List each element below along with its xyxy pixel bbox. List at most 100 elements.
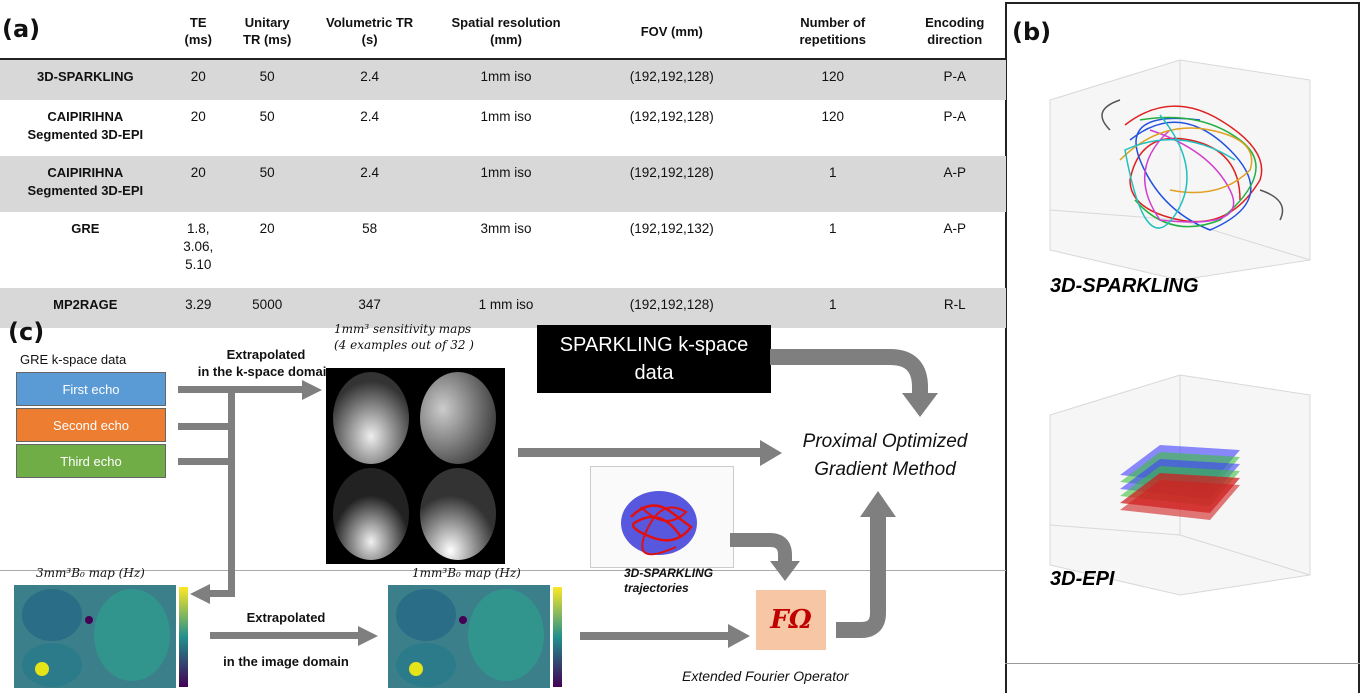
table-cell: 2.4 bbox=[308, 156, 431, 212]
table-cell: (192,192,132) bbox=[629, 221, 714, 236]
sparkling-kspace-box: SPARKLING k-space data bbox=[537, 325, 771, 393]
frame-underline bbox=[1005, 663, 1360, 664]
b0-3mm-graphic bbox=[14, 585, 188, 688]
sens-arrow bbox=[518, 448, 762, 457]
table-cell: (192,192,128) bbox=[629, 109, 714, 124]
table-cell: 5000 bbox=[225, 288, 309, 328]
table-header: FOV (mm) bbox=[640, 23, 703, 39]
table-row: CAIPIRIHNA Segmented 3D-EPI 20 50 2.4 1mm is… bbox=[0, 100, 1006, 156]
image-arrow bbox=[210, 632, 360, 639]
epi-plot-label: 3D-EPI bbox=[1050, 568, 1115, 590]
table-cell: 1mm iso bbox=[430, 58, 582, 100]
arrow-head-icon bbox=[760, 440, 782, 466]
table-header: Spatial resolution (mm) bbox=[451, 15, 561, 47]
sens-title-1: 1mm³ sensitivity maps bbox=[334, 322, 472, 336]
table-cell: 50 bbox=[259, 109, 275, 124]
b0-3mm-label: 3mm³B₀ map (Hz) bbox=[36, 566, 145, 580]
frame-mid-line bbox=[0, 570, 1006, 571]
table-cell: 20 bbox=[170, 156, 226, 212]
frame-border-right bbox=[1358, 2, 1360, 693]
first-echo-box: First echo bbox=[16, 372, 166, 406]
table-cell: (192,192,128) bbox=[581, 58, 763, 100]
table-row: MP2RAGE 3.29 5000 347 1 mm iso (192,192,128) 1… bbox=[0, 288, 1006, 328]
trajectories-graphic bbox=[621, 491, 697, 556]
table-row: GRE 1.8, 3.06, 5.10 20 58 3mm iso (192,192,13… bbox=[0, 212, 1006, 288]
sequence-name-cell: CAIPIRIHNA Segmented 3D-EPI bbox=[27, 109, 144, 142]
panel-label-a: (a) bbox=[2, 15, 41, 43]
table-cell: 2.4 bbox=[308, 58, 431, 100]
b0-1mm-map bbox=[388, 585, 566, 688]
table-cell: (192,192,128) bbox=[581, 156, 763, 212]
table-header: Volumetric TR (s) bbox=[326, 15, 414, 47]
arrow-head-icon bbox=[728, 624, 750, 648]
fourier-symbol: FΩ bbox=[770, 605, 812, 635]
echo-connector bbox=[178, 458, 234, 465]
sparkling-kspace-label: SPARKLING k-space data bbox=[559, 334, 749, 384]
first-echo-label: First echo bbox=[62, 381, 120, 397]
gre-title: GRE k-space data bbox=[20, 352, 127, 367]
sensitivity-maps-image bbox=[326, 368, 505, 564]
sequence-name-cell: 3D-SPARKLING bbox=[0, 58, 171, 100]
echo-arrow bbox=[178, 386, 303, 393]
table-cell: 347 bbox=[308, 288, 431, 328]
sequence-name-cell: MP2RAGE bbox=[0, 288, 171, 328]
sparkling-plot-label: 3D-SPARKLING bbox=[1050, 275, 1199, 297]
epi-slab-stack bbox=[1120, 445, 1240, 520]
table-cell: P-A bbox=[903, 58, 1006, 100]
table-cell: 120 bbox=[762, 58, 904, 100]
table-header-row: (a) TE (ms) Unitary TR (ms) Volumetric T… bbox=[0, 4, 1006, 59]
table-row: 3D-SPARKLING 20 50 2.4 1mm iso (192,192,128) 1… bbox=[0, 58, 1006, 100]
table-cell: 50 bbox=[225, 156, 309, 212]
panel-label-b: (b) bbox=[1012, 18, 1052, 46]
b0-1mm-graphic bbox=[388, 585, 562, 688]
table-header: Encoding direction bbox=[925, 15, 985, 47]
sparkling-arrow bbox=[770, 349, 938, 417]
table-cell: 120 bbox=[821, 109, 844, 124]
table-header: TE (ms) bbox=[184, 15, 212, 47]
extrap-image-label-1: Extrapolated bbox=[246, 610, 326, 625]
table-cell: A-P bbox=[903, 156, 1006, 212]
sequence-name-cell: GRE bbox=[71, 221, 100, 236]
traj-label: 3D-SPARKLING trajectories bbox=[624, 566, 714, 595]
sensitivity-maps-graphic bbox=[333, 372, 496, 560]
table-cell: 20 bbox=[190, 109, 206, 124]
table-cell: 20 bbox=[170, 58, 226, 100]
table-cell: 1mm iso bbox=[430, 156, 582, 212]
frame-divider-vertical bbox=[1005, 2, 1007, 693]
table-cell: 58 bbox=[362, 221, 378, 236]
third-echo-label: Third echo bbox=[60, 453, 122, 469]
table-cell: 1 bbox=[762, 288, 904, 328]
table-cell: P-A bbox=[943, 109, 966, 124]
extrap-kspace-label: Extrapolated in the k-space domain bbox=[197, 347, 335, 379]
table-cell: 2.4 bbox=[360, 109, 379, 124]
panel-label-c: (c) bbox=[8, 318, 45, 346]
traj-arrow bbox=[730, 533, 800, 581]
fourier-label: Extended Fourier Operator bbox=[682, 668, 849, 684]
table-header: Number of repetitions bbox=[799, 15, 866, 47]
arrow-head-icon bbox=[190, 584, 210, 604]
table-cell: 1mm iso bbox=[480, 109, 532, 124]
table-cell: 1.8, 3.06, 5.10 bbox=[183, 221, 214, 272]
pogm-label: Proximal Optimized Gradient Method bbox=[802, 431, 968, 480]
table-header: (a) bbox=[0, 4, 171, 59]
sparkling-3d-plot: 3D-SPARKLING bbox=[1049, 59, 1311, 297]
fourier-arrow bbox=[836, 491, 896, 638]
b0-arrow bbox=[580, 632, 730, 640]
vertical-connector bbox=[228, 388, 235, 593]
extrap-image-label-2: in the image domain bbox=[223, 654, 349, 669]
table-cell: 1 bbox=[762, 156, 904, 212]
table-cell: R-L bbox=[903, 288, 1006, 328]
second-echo-box: Second echo bbox=[16, 408, 166, 442]
table-cell: 3mm iso bbox=[480, 221, 532, 236]
table-cell: 1 mm iso bbox=[430, 288, 582, 328]
parameters-table: (a) TE (ms) Unitary TR (ms) Volumetric T… bbox=[0, 4, 1006, 328]
frame-border-top bbox=[1005, 2, 1360, 4]
table-header: Unitary TR (ms) bbox=[243, 15, 292, 47]
sparkling-trajectory-curves bbox=[1101, 99, 1284, 231]
table-cell: 50 bbox=[225, 58, 309, 100]
echo-connector bbox=[178, 423, 234, 430]
b0-1mm-label: 1mm³B₀ map (Hz) bbox=[412, 566, 521, 580]
third-echo-box: Third echo bbox=[16, 444, 166, 478]
epi-3d-plot: 3D-EPI bbox=[1049, 374, 1311, 596]
b0-3mm-map bbox=[14, 585, 192, 688]
